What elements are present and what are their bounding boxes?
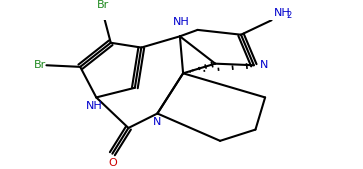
Text: NH: NH <box>173 17 189 27</box>
Text: Br: Br <box>97 0 109 10</box>
Text: 2: 2 <box>286 11 291 20</box>
Text: N: N <box>260 60 268 70</box>
Text: O: O <box>108 158 117 167</box>
Text: NH: NH <box>86 101 103 111</box>
Text: Br: Br <box>34 60 46 70</box>
Text: NH: NH <box>274 8 291 18</box>
Text: N: N <box>153 117 162 127</box>
